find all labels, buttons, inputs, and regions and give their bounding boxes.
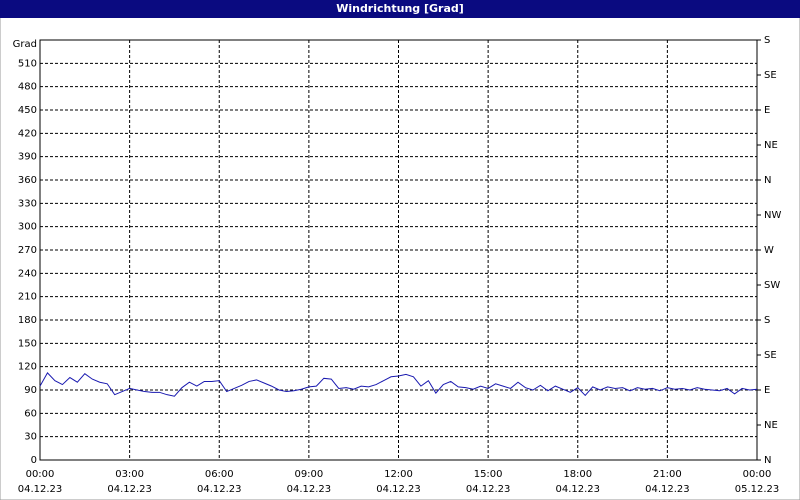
y-tick-label: 390 — [18, 152, 37, 163]
y-tick-label: 30 — [24, 432, 37, 443]
y-tick-label: 150 — [18, 338, 37, 349]
y-tick-label: 240 — [18, 268, 37, 279]
y2-tick-label: NE — [764, 140, 778, 151]
chart-title: Windrichtung [Grad] — [336, 2, 464, 15]
y2-tick-label: E — [764, 385, 770, 396]
x-tick-label: 15:00 — [474, 469, 503, 480]
y2-tick-label: NW — [764, 210, 781, 221]
y2-tick-label: NE — [764, 420, 778, 431]
x-tick-label: 09:00 — [294, 469, 323, 480]
data-line — [39, 372, 758, 397]
y-axis-label: Grad — [13, 39, 37, 50]
y-tick-label: 360 — [18, 175, 37, 186]
y2-tick-label: E — [764, 105, 770, 116]
y-tick-label: 420 — [18, 128, 37, 139]
x-tick-label: 06:00 — [205, 469, 234, 480]
y2-tick-label: S — [764, 35, 770, 46]
title-bar — [0, 0, 800, 18]
x-tick-date: 05.12.23 — [735, 484, 780, 495]
plot-frame — [39, 39, 758, 461]
y-tick-label: 0 — [31, 455, 37, 466]
y-tick-label: 210 — [18, 292, 37, 303]
y-tick-label: 180 — [18, 315, 37, 326]
y2-tick-label: SW — [764, 280, 780, 291]
y-tick-label: 90 — [24, 385, 37, 396]
y-tick-label: 270 — [18, 245, 37, 256]
y2-tick-label: S — [764, 315, 770, 326]
y2-tick-label: W — [764, 245, 774, 256]
y-tick-label: 300 — [18, 222, 37, 233]
x-tick-date: 04.12.23 — [197, 484, 242, 495]
x-tick-date: 04.12.23 — [555, 484, 600, 495]
y-tick-label: 510 — [18, 58, 37, 69]
x-tick-date: 04.12.23 — [18, 484, 63, 495]
y2-tick-label: SE — [764, 70, 777, 81]
y-tick-label: 330 — [18, 198, 37, 209]
x-tick-date: 04.12.23 — [466, 484, 511, 495]
x-tick-date: 04.12.23 — [645, 484, 690, 495]
y-tick-label: 480 — [18, 82, 37, 93]
y2-tick-label: N — [764, 175, 771, 186]
y-tick-label: 120 — [18, 362, 37, 373]
y-tick-label: 450 — [18, 105, 37, 116]
x-tick-date: 04.12.23 — [107, 484, 152, 495]
y2-tick-label: N — [764, 455, 771, 466]
y2-tick-label: SE — [764, 350, 777, 361]
x-tick-label: 21:00 — [653, 469, 682, 480]
y-tick-label: 60 — [24, 408, 37, 419]
x-tick-date: 04.12.23 — [376, 484, 421, 495]
x-tick-label: 00:00 — [26, 469, 55, 480]
x-tick-date: 04.12.23 — [287, 484, 332, 495]
x-tick-label: 18:00 — [563, 469, 592, 480]
x-tick-label: 00:00 — [743, 469, 772, 480]
x-tick-label: 03:00 — [115, 469, 144, 480]
x-tick-label: 12:00 — [384, 469, 413, 480]
